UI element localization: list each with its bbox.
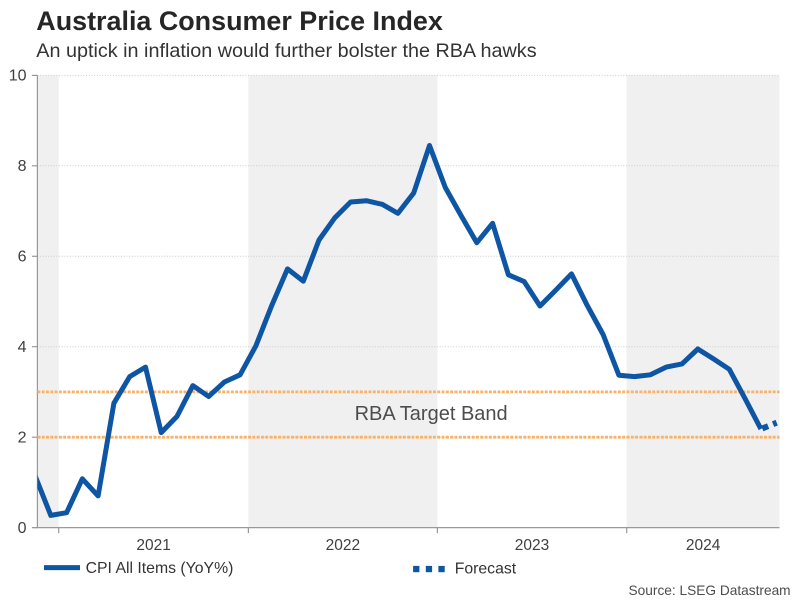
svg-text:2022: 2022 [326, 537, 360, 554]
svg-text:2023: 2023 [515, 537, 549, 554]
svg-text:2024: 2024 [686, 537, 721, 554]
svg-text:An uptick in inflation would f: An uptick in inflation would further bol… [36, 40, 536, 62]
svg-text:10: 10 [9, 68, 27, 85]
svg-text:0: 0 [18, 520, 27, 537]
svg-text:6: 6 [18, 249, 27, 266]
svg-text:2: 2 [18, 430, 27, 447]
svg-text:Source: LSEG Datastream: Source: LSEG Datastream [629, 583, 791, 598]
svg-text:8: 8 [18, 158, 27, 175]
svg-text:4: 4 [18, 339, 27, 356]
svg-text:Australia Consumer Price Index: Australia Consumer Price Index [36, 6, 443, 36]
svg-text:CPI All Items (YoY%): CPI All Items (YoY%) [86, 560, 234, 577]
svg-text:2021: 2021 [136, 537, 170, 554]
svg-text:RBA Target Band: RBA Target Band [355, 403, 508, 425]
svg-text:Forecast: Forecast [455, 560, 517, 577]
